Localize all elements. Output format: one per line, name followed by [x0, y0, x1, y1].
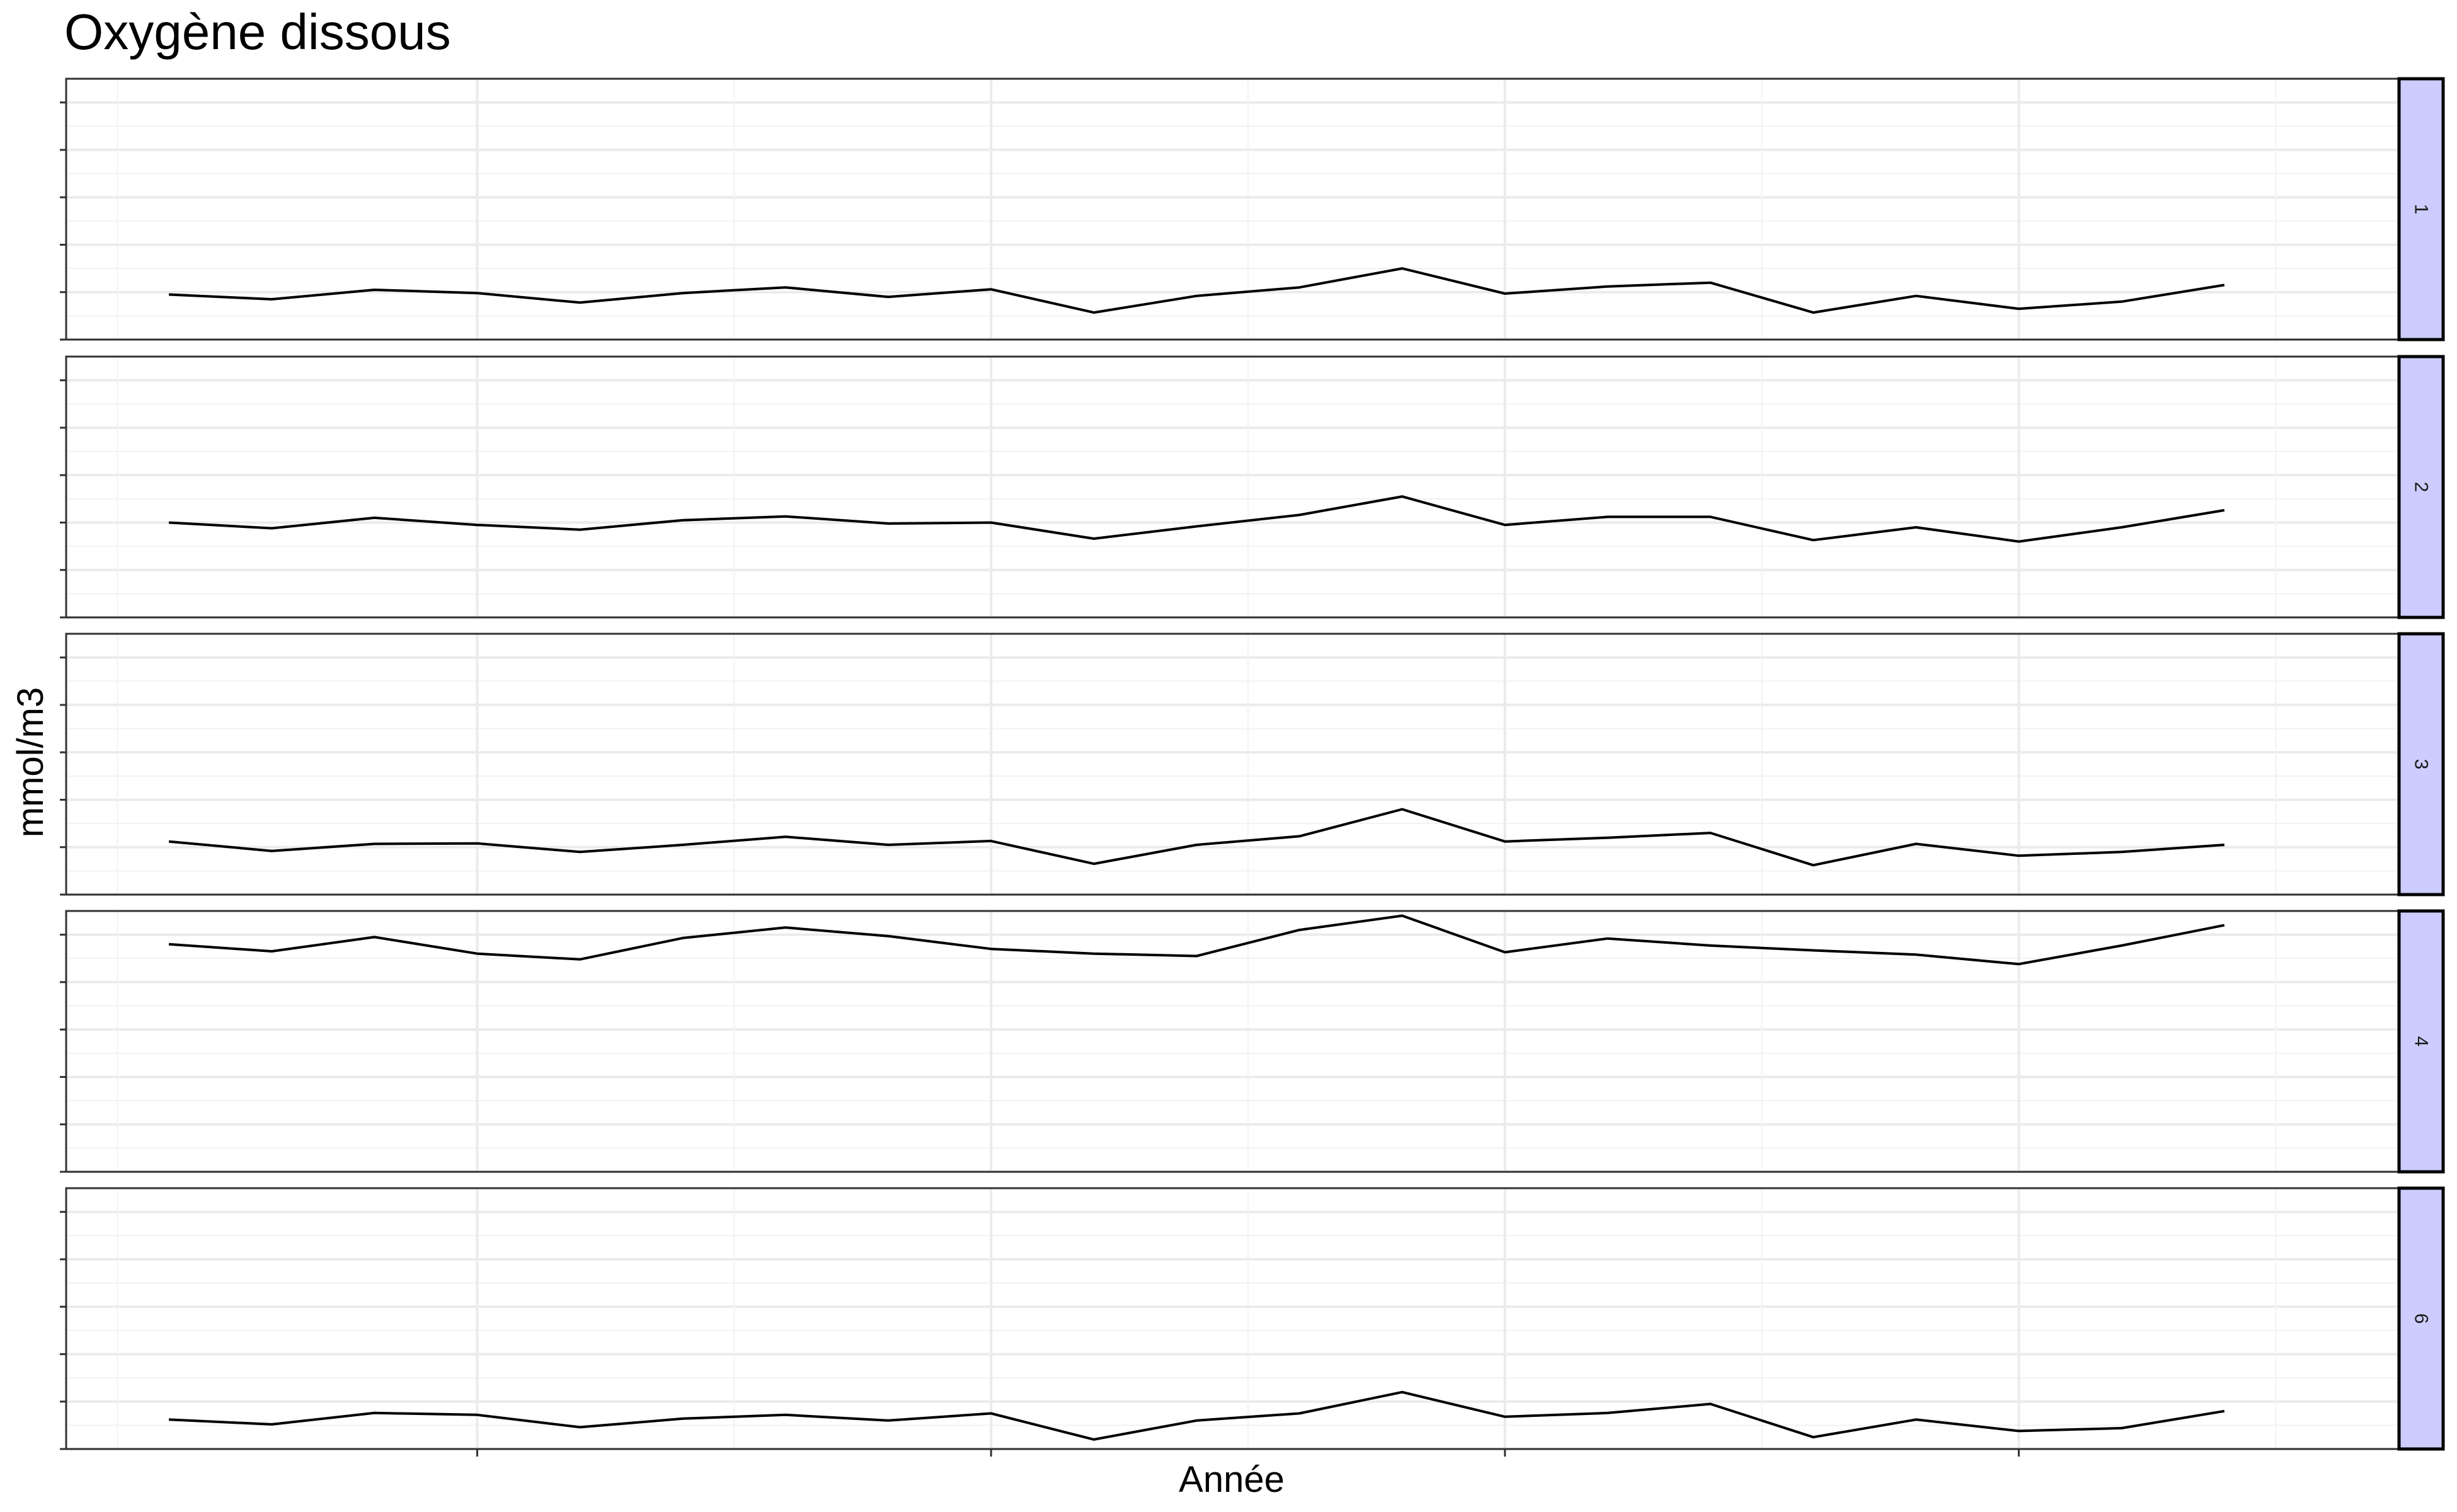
facet-strip	[2397, 909, 2445, 1174]
facet-strip-label: 6	[2411, 1314, 2432, 1324]
facet-panel-6: 6	[60, 1186, 2445, 1451]
panel-background	[65, 633, 2400, 896]
facet-strip-label: 4	[2411, 1036, 2432, 1047]
facet-strip-label: 3	[2411, 759, 2432, 770]
facet-strip	[2397, 1186, 2445, 1451]
facet-strip	[2397, 355, 2445, 619]
series-line-4	[168, 914, 2225, 966]
series-line-2	[168, 495, 2225, 543]
facet-panel-4: 4	[60, 909, 2445, 1174]
x-axis-title: Année	[1179, 1459, 1285, 1500]
series-line-1	[169, 267, 2225, 314]
facet-strip	[2397, 77, 2445, 341]
panel-background	[65, 355, 2400, 619]
y-axis-title: mmol/m3	[10, 687, 51, 837]
facet-panels: 1 2 3 4 6	[60, 77, 2445, 1457]
panel-background	[65, 77, 2400, 341]
facet-strip	[2397, 632, 2445, 896]
panel-background	[65, 910, 2400, 1173]
facet-strip-label: 1	[2411, 204, 2432, 215]
facet-panel-3: 3	[60, 632, 2445, 896]
facet-panel-1: 1	[60, 77, 2445, 341]
series-line-6	[169, 1390, 2225, 1441]
panel-background	[65, 1187, 2400, 1450]
series-line-3	[168, 808, 2225, 867]
facet-strip-label: 2	[2411, 482, 2432, 493]
chart-title: Oxygène dissous	[64, 4, 451, 60]
facet-panel-2: 2	[60, 355, 2445, 619]
